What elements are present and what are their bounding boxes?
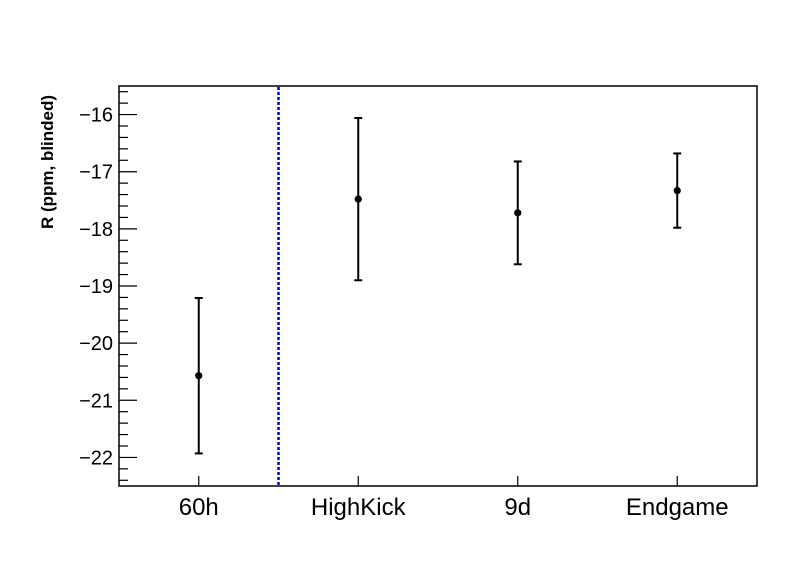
y-tick-label: −21: [79, 390, 113, 412]
y-tick-label: −22: [79, 447, 113, 469]
x-category-labels: 60h HighKick 9d Endgame: [179, 494, 729, 521]
y-minor-ticks: [119, 91, 128, 481]
data-point: [673, 186, 681, 195]
y-major-ticks: [119, 113, 137, 459]
y-tick-labels: −22 −21 −20 −19 −18 −17 −16: [79, 105, 113, 470]
data-point: [514, 209, 522, 217]
x-category-label: HighKick: [311, 494, 407, 521]
y-axis-title: R (ppm, blinded): [38, 95, 57, 229]
x-category-label: Endgame: [626, 494, 729, 521]
y-tick-label: −20: [79, 333, 113, 355]
x-ticks: [198, 476, 678, 486]
data-points: [194, 117, 682, 455]
data-point: [354, 195, 362, 203]
y-tick-label: −16: [79, 105, 113, 127]
y-tick-label: −19: [79, 276, 113, 298]
x-category-label: 9d: [504, 494, 531, 521]
plot-frame: [118, 85, 758, 487]
y-tick-label: −18: [79, 219, 113, 241]
y-tick-label: −17: [79, 162, 113, 184]
x-category-label: 60h: [179, 494, 219, 521]
data-point: [195, 372, 203, 380]
